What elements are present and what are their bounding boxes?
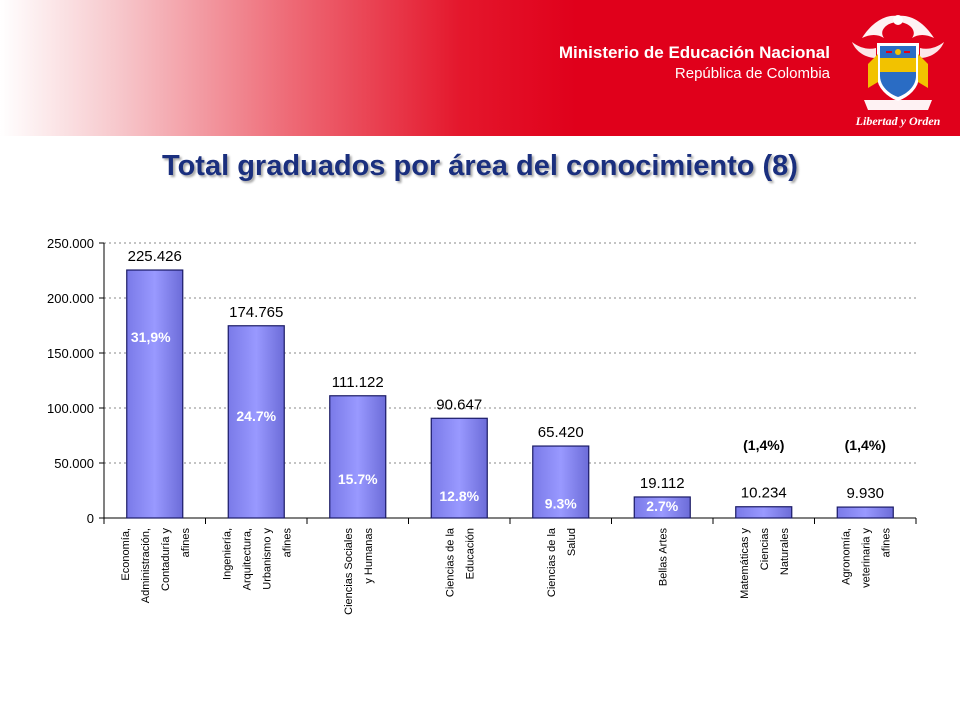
value-label: 111.122 (332, 374, 384, 391)
bar (329, 395, 387, 519)
category-label-line: Economía, (120, 528, 132, 581)
percent-label: 12.8% (439, 488, 479, 504)
category-label: Agronomía, veterinaria y afines (840, 528, 892, 588)
header-banner (0, 0, 960, 136)
category-label: Ingeniería, Arquitectura, Urbanismo y afine… (221, 528, 293, 591)
value-label: 9.930 (846, 485, 884, 502)
category-label-line: Agronomía, (840, 528, 852, 585)
percent-label: 31,9% (131, 329, 171, 345)
category-label-line: Ingeniería, (221, 528, 233, 580)
bar (532, 445, 590, 519)
category-label-line: Administración, (140, 528, 152, 603)
category-label: Ciencias Sociales y Humanas (343, 528, 375, 615)
category-label-line: afines (880, 528, 892, 558)
y-tick-label: 50.000 (54, 456, 94, 471)
value-label: 90.647 (436, 396, 482, 413)
value-label: 10.234 (741, 485, 787, 502)
value-label: 19.112 (640, 475, 685, 492)
category-label-line: Arquitectura, (241, 528, 253, 590)
value-label: 174.765 (229, 304, 283, 321)
value-label: 65.420 (538, 424, 584, 441)
category-label-line: y Humanas (363, 528, 375, 584)
percent-label: (1,4%) (743, 437, 784, 453)
country-name: República de Colombia (674, 65, 830, 82)
bar (430, 417, 488, 519)
category-label-line: afines (281, 528, 293, 558)
percent-label: 2.7% (646, 498, 678, 514)
category-label: Matemáticas y Ciencias Naturales (739, 528, 791, 599)
category-label-line: Ciencias Sociales (343, 528, 355, 615)
category-label-line: Ciencias de la (546, 527, 558, 597)
category-label-line: Matemáticas y (739, 528, 751, 599)
category-label-line: Urbanismo y (261, 528, 273, 590)
category-label-line: Naturales (779, 528, 791, 576)
coat-of-arms-logo: Libertad y Orden (852, 15, 944, 128)
category-label: Ciencias de la Salud (546, 527, 578, 597)
category-label-line: veterinaria y (860, 528, 872, 588)
percent-label: 9.3% (545, 496, 577, 512)
category-label: Ciencias de la Educación (444, 527, 476, 597)
percent-label: 15.7% (338, 471, 378, 487)
percent-label: (1,4%) (845, 437, 886, 453)
category-label: Bellas Artes (657, 528, 669, 587)
category-label-line: Contaduría y (160, 528, 172, 591)
category-label-line: Ciencias (759, 528, 771, 571)
category-label-line: afines (180, 528, 192, 558)
ministry-header: Ministerio de Educación Nacional Repúbli… (559, 42, 830, 84)
chart-title: Total graduados por área del conocimient… (162, 150, 798, 182)
y-tick-label: 200.000 (47, 291, 94, 306)
category-label-line: Educación (464, 528, 476, 579)
y-tick-label: 100.000 (47, 401, 94, 416)
crest-motto: Libertad y Orden (855, 114, 941, 128)
category-label-line: Ciencias de la (444, 527, 456, 597)
bar (836, 506, 894, 519)
bar (633, 496, 691, 519)
category-label-line: Salud (566, 528, 578, 556)
category-label-line: Bellas Artes (657, 528, 669, 587)
value-label: 225.426 (128, 248, 182, 265)
bar (126, 269, 184, 519)
bar (227, 325, 285, 519)
y-tick-label: 250.000 (47, 236, 94, 251)
ministry-name: Ministerio de Educación Nacional (558, 43, 830, 62)
bar (735, 506, 793, 519)
y-tick-label: 150.000 (47, 346, 94, 361)
percent-label: 24.7% (236, 408, 276, 424)
category-label: Economía, Administración, Contaduría y afin… (120, 528, 192, 604)
y-tick-label: 0 (87, 511, 94, 526)
